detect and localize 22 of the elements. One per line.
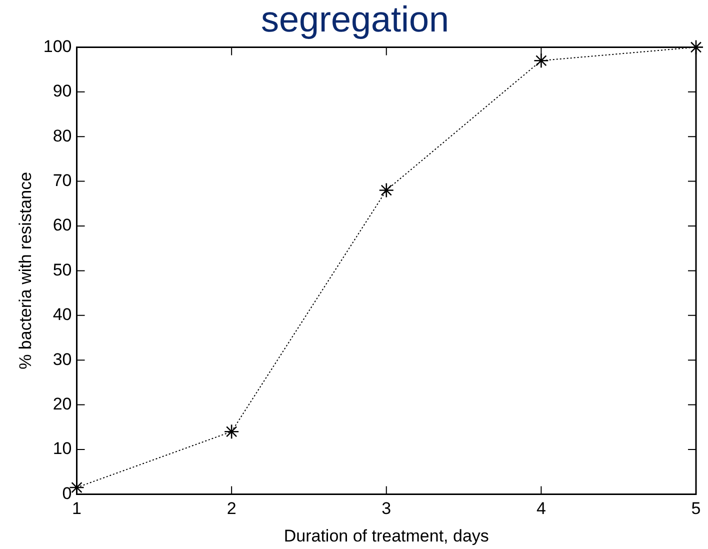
y-tick-label: 0 — [62, 484, 72, 503]
x-tick-label: 1 — [72, 499, 82, 518]
y-tick-label: 50 — [52, 260, 72, 280]
point — [534, 52, 549, 68]
y-tick-label: 80 — [52, 126, 72, 146]
y-tick-label: 20 — [52, 394, 72, 414]
x-tick-label: 4 — [536, 499, 546, 518]
y-tick-label: 10 — [52, 439, 72, 458]
chart-title: segregation — [260, 0, 450, 40]
y-tick-label: 60 — [52, 216, 72, 235]
x-tick-label: 2 — [226, 499, 236, 518]
y-tick-label: 70 — [52, 170, 72, 190]
point — [224, 424, 240, 440]
y-tick-label: 40 — [52, 305, 72, 324]
x-tick-label: 3 — [382, 499, 392, 518]
x-tick-label: 5 — [691, 499, 701, 518]
y-axis-title: % bacteria with resistance — [16, 172, 35, 370]
x-axis-title: Duration of treatment, days — [284, 526, 489, 546]
y-tick-label: 90 — [52, 82, 72, 101]
y-tick-label: 100 — [43, 36, 72, 56]
point — [378, 182, 394, 198]
y-tick-label: 30 — [52, 350, 72, 369]
